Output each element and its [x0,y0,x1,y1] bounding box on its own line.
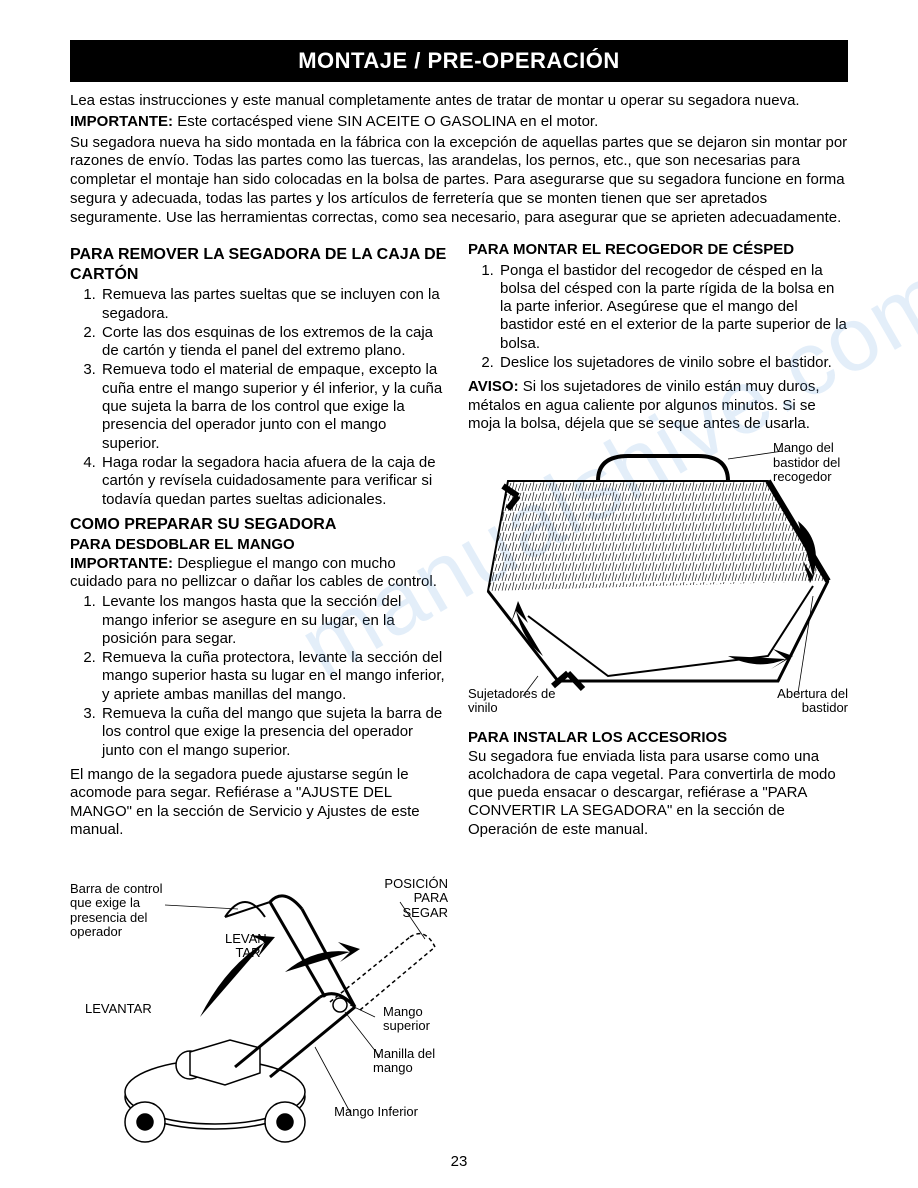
left-sec2-heading: COMO PREPARAR SU SEGADORA [70,515,448,535]
list-item: Ponga el bastidor del recogedor de céspe… [498,262,848,353]
right-aviso-label: AVISO: [468,378,519,395]
label-mango-inferior: Mango Inferior [334,1105,418,1119]
label-posicion-segar: POSICIÓN PARA SEGAR [368,877,448,920]
right-sec1-aviso: AVISO: Si los sujetadores de vinilo está… [468,378,848,433]
label-sujetadores: Sujetadores de vinilo [468,687,558,716]
list-item: Remueva las partes sueltas que se incluy… [100,286,448,323]
left-sec2-important: IMPORTANTE: Despliegue el mango con much… [70,555,448,592]
list-item: Remueva la cuña protectora, levante la s… [100,649,448,704]
list-item: Remueva la cuña del mango que sujeta la … [100,705,448,760]
label-manilla-mango: Manilla del mango [373,1047,448,1076]
left-sec2-subheading: PARA DESDOBLAR EL MANGO [70,536,448,554]
left-sec2-important-label: IMPORTANTE: [70,555,173,572]
left-sec1-list: Remueva las partes sueltas que se incluy… [70,286,448,509]
right-sec2-heading: PARA INSTALAR LOS ACCESORIOS [468,729,848,747]
list-item: Remueva todo el material de empaque, exc… [100,361,448,452]
list-item: Haga rodar la segadora hacia afuera de l… [100,454,448,509]
right-column: PARA MONTAR EL RECOGEDOR DE CÉSPED Ponga… [468,239,848,1157]
left-sec1-heading: PARA REMOVER LA SEGADORA DE LA CAJA DE C… [70,245,448,284]
label-mango-superior: Mango superior [383,1005,443,1034]
left-sec2-list: Levante los mangos hasta que la sección … [70,593,448,760]
intro-p3: Su segadora nueva ha sido montada en la … [70,134,848,228]
manual-page: manualshive.com MONTAJE / PRE-OPERACIÓN … [0,0,918,1188]
label-barra-control: Barra de control que exige la presencia … [70,882,170,939]
right-sec2-text: Su segadora fue enviada lista para usars… [468,748,848,839]
page-number: 23 [0,1153,918,1170]
two-column-layout: PARA REMOVER LA SEGADORA DE LA CAJA DE C… [70,239,848,1157]
intro-important-text: Este cortacésped viene SIN ACEITE O GASO… [173,113,598,130]
left-sec2-closing: El mango de la segadora puede ajustarse … [70,766,448,839]
label-levantar-top: LEVAN- TAR [225,932,271,961]
right-sec1-heading: PARA MONTAR EL RECOGEDOR DE CÉSPED [468,241,848,259]
label-levantar-left: LEVANTAR [85,1002,152,1016]
left-column: PARA REMOVER LA SEGADORA DE LA CAJA DE C… [70,239,448,1157]
right-sec1-list: Ponga el bastidor del recogedor de céspe… [468,262,848,373]
list-item: Levante los mangos hasta que la sección … [100,593,448,648]
intro-block: Lea estas instrucciones y este manual co… [70,92,848,227]
right-aviso-text: Si los sujetadores de vinilo están muy d… [468,378,820,432]
mower-handle-diagram: Barra de control que exige la presencia … [70,847,448,1157]
section-title-bar: MONTAJE / PRE-OPERACIÓN [70,40,848,82]
intro-p1: Lea estas instrucciones y este manual co… [70,92,848,111]
label-mango-bastidor: Mango del bastidor del recogedor [773,441,848,484]
intro-p2: IMPORTANTE: Este cortacésped viene SIN A… [70,113,848,132]
list-item: Deslice los sujetadores de vinilo sobre … [498,354,848,372]
intro-important-label: IMPORTANTE: [70,113,173,130]
label-abertura: Abertura del bastidor [758,687,848,716]
grass-catcher-diagram: Mango del bastidor del recogedor Sujetad… [468,441,848,711]
list-item: Corte las dos esquinas de los extremos d… [100,324,448,361]
